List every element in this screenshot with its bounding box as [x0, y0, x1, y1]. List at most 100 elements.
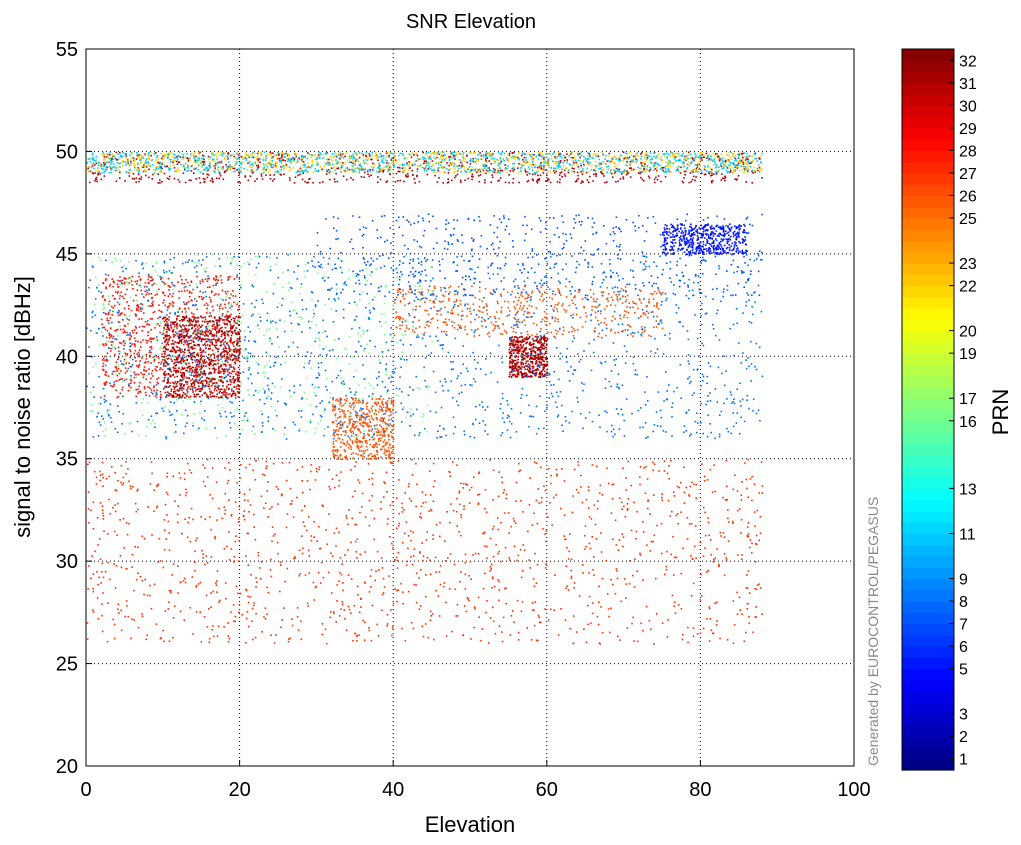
data-point	[197, 320, 199, 322]
data-point	[623, 157, 625, 160]
data-point	[104, 170, 107, 172]
data-point	[387, 170, 389, 172]
data-point	[666, 165, 668, 167]
data-point	[172, 161, 174, 164]
data-point	[518, 321, 521, 323]
data-point	[556, 180, 559, 183]
data-point	[573, 162, 575, 164]
data-point	[168, 289, 170, 291]
data-point	[155, 167, 158, 169]
data-point	[741, 168, 743, 171]
data-point	[215, 347, 217, 349]
data-point	[174, 341, 176, 343]
data-point	[761, 152, 763, 155]
data-point	[386, 155, 389, 157]
data-point	[222, 178, 225, 180]
data-point	[739, 151, 741, 154]
data-point	[155, 168, 158, 171]
data-point	[121, 295, 124, 298]
data-point	[118, 379, 120, 381]
data-point	[358, 167, 360, 169]
data-point	[130, 309, 133, 312]
data-point	[628, 302, 630, 304]
data-point	[87, 169, 89, 171]
data-point	[233, 386, 235, 388]
data-point	[404, 330, 406, 332]
data-point	[116, 159, 118, 161]
data-point	[195, 388, 198, 391]
data-point	[202, 298, 204, 300]
data-point	[201, 331, 204, 333]
data-point	[435, 153, 437, 155]
data-point	[235, 351, 238, 354]
data-point	[557, 165, 560, 168]
data-point	[252, 164, 254, 166]
data-point	[226, 166, 228, 169]
data-point	[616, 170, 619, 172]
data-point	[675, 160, 677, 162]
data-point	[734, 165, 736, 168]
data-point	[122, 331, 124, 334]
data-point	[129, 356, 132, 359]
data-point	[212, 309, 215, 312]
data-point	[233, 301, 235, 304]
data-point	[210, 392, 212, 394]
data-point	[633, 168, 635, 171]
data-point	[737, 157, 740, 159]
data-point	[208, 381, 211, 383]
data-point	[483, 163, 486, 166]
data-point	[131, 275, 134, 278]
data-point	[662, 153, 665, 156]
data-point	[151, 159, 154, 161]
data-point	[489, 316, 491, 318]
data-point	[194, 386, 196, 389]
data-point	[235, 349, 237, 352]
data-point	[205, 341, 207, 343]
data-point	[679, 172, 682, 174]
data-point	[145, 174, 147, 177]
data-point	[375, 152, 377, 154]
data-point	[165, 396, 167, 398]
data-point	[164, 347, 167, 349]
data-point	[211, 151, 213, 154]
data-point	[199, 171, 202, 174]
data-point	[656, 178, 659, 181]
data-point	[561, 333, 564, 335]
data-point	[236, 303, 238, 306]
data-point	[166, 165, 168, 168]
data-point	[217, 340, 219, 342]
data-point	[137, 366, 140, 369]
data-point	[533, 171, 536, 174]
data-point	[185, 316, 188, 319]
data-point	[425, 167, 427, 169]
data-point	[592, 154, 595, 156]
data-point	[348, 158, 351, 160]
data-point	[126, 370, 128, 372]
data-point	[216, 338, 219, 341]
data-point	[626, 165, 629, 167]
data-point	[411, 152, 413, 154]
data-point	[211, 160, 213, 162]
data-point	[222, 168, 224, 170]
data-point	[412, 174, 414, 176]
data-point	[224, 157, 226, 159]
data-point	[150, 154, 152, 157]
data-point	[399, 152, 402, 155]
data-point	[418, 319, 420, 322]
data-point	[724, 179, 726, 182]
data-point	[500, 310, 502, 312]
data-point	[200, 353, 203, 356]
data-point	[227, 361, 229, 364]
data-point	[334, 169, 337, 172]
data-point	[519, 305, 522, 307]
data-point	[212, 382, 214, 385]
data-point	[204, 351, 207, 354]
data-point	[136, 307, 138, 310]
data-point	[121, 155, 123, 158]
data-point	[123, 277, 126, 279]
data-point	[390, 152, 392, 154]
data-point	[701, 159, 703, 161]
data-point	[117, 358, 119, 361]
data-point	[312, 171, 315, 173]
data-point	[124, 293, 127, 296]
